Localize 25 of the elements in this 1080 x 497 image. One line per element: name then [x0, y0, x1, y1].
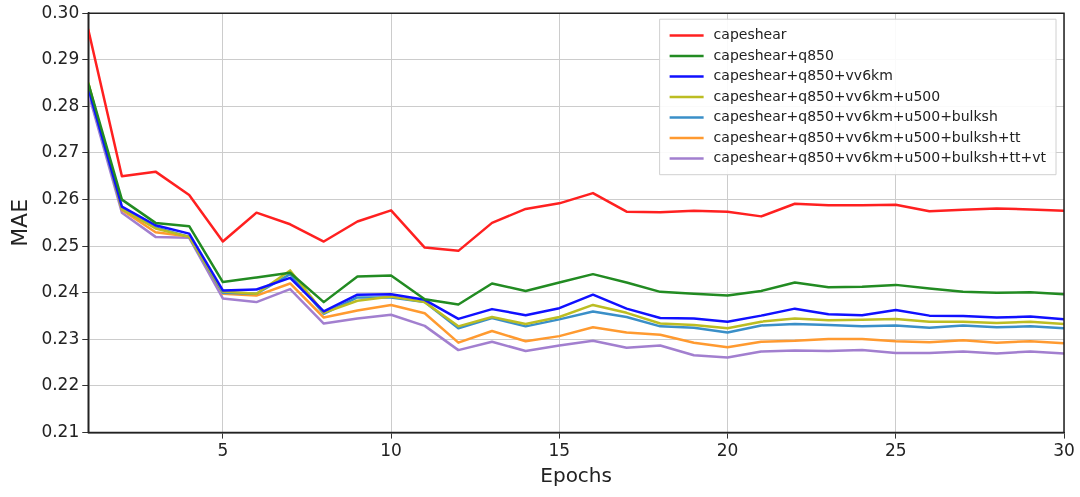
y-tick-label: 0.22 — [41, 374, 80, 395]
legend-label: capeshear+q850 — [713, 46, 834, 63]
x-tick-label: 30 — [1053, 440, 1075, 461]
x-tick-label: 15 — [548, 440, 571, 461]
y-tick-label: 0.25 — [41, 234, 80, 255]
y-tick-label: 0.28 — [41, 94, 80, 115]
legend-label: capeshear+q850+vv6km+u500+bulksh+tt — [713, 128, 1022, 145]
legend-label: capeshear+q850+vv6km+u500+bulksh — [713, 108, 998, 125]
y-tick-label: 0.29 — [41, 48, 80, 69]
legend-label: capeshear+q850+vv6km — [713, 67, 893, 84]
x-tick-label: 10 — [380, 440, 402, 461]
y-tick-label: 0.27 — [41, 141, 80, 162]
y-tick-label: 0.21 — [41, 421, 80, 442]
y-axis-title: MAE — [6, 198, 32, 247]
legend-label: capeshear+q850+vv6km+u500+bulksh+tt+vt — [713, 149, 1047, 166]
x-tick-label: 5 — [217, 440, 229, 461]
x-axis-title: Epochs — [540, 463, 612, 488]
y-tick-label: 0.26 — [41, 188, 80, 209]
legend-label: capeshear+q850+vv6km+u500 — [713, 87, 941, 104]
y-tick-label: 0.24 — [41, 281, 80, 302]
y-tick-label: 0.23 — [41, 327, 80, 348]
x-tick-label: 25 — [884, 440, 907, 461]
x-tick-label: 20 — [716, 440, 739, 461]
y-tick-label: 0.30 — [41, 1, 80, 22]
legend-label: capeshear — [713, 26, 787, 43]
